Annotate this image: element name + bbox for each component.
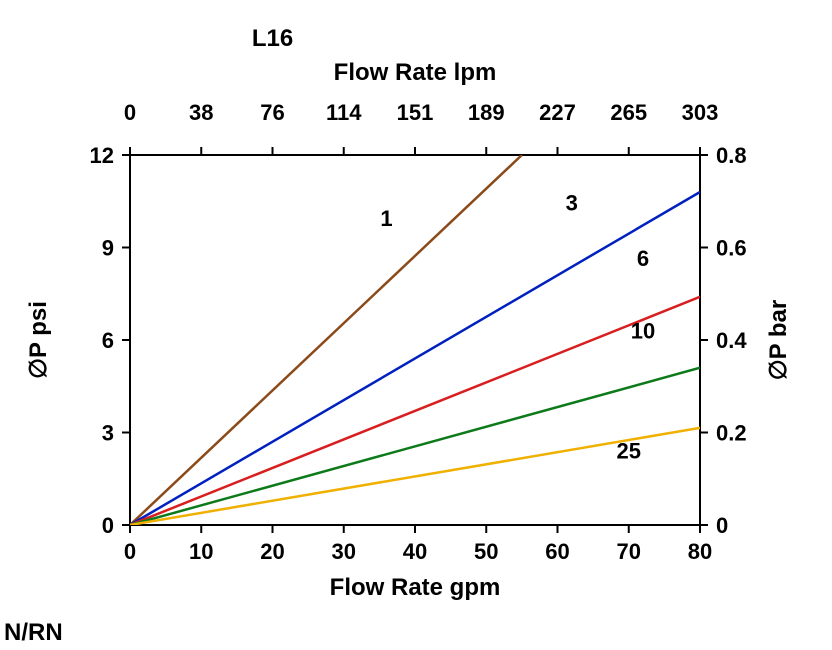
x-bottom-tick-label: 20: [260, 539, 284, 564]
series-label: 10: [631, 318, 655, 343]
x-bottom-label: Flow Rate gpm: [330, 574, 501, 601]
x-top-label: Flow Rate lpm: [334, 59, 497, 86]
x-top-tick-label: 227: [539, 100, 576, 125]
x-bottom-tick-label: 0: [124, 539, 136, 564]
chart-title: L16: [252, 25, 293, 52]
chart-container: L16Flow Rate lpm038761141511892272653030…: [0, 0, 832, 650]
x-bottom-tick-label: 30: [332, 539, 356, 564]
x-top-tick-label: 189: [468, 100, 505, 125]
y-left-tick-label: 9: [102, 236, 114, 261]
x-top-tick-label: 265: [610, 100, 647, 125]
x-bottom-tick-label: 70: [617, 539, 641, 564]
y-left-tick-label: 3: [102, 421, 114, 446]
series-label: 6: [637, 246, 649, 271]
y-right-tick-label: 0.2: [716, 421, 747, 446]
x-top-tick-label: 0: [124, 100, 136, 125]
y-right-tick-label: 0.8: [716, 143, 747, 168]
y-right-tick-label: 0: [716, 513, 728, 538]
x-bottom-tick-label: 80: [688, 539, 712, 564]
y-right-tick-label: 0.6: [716, 236, 747, 261]
footer-text: N/RN: [4, 619, 63, 646]
series-label: 25: [617, 439, 641, 464]
x-bottom-tick-label: 50: [474, 539, 498, 564]
series-label: 3: [566, 191, 578, 216]
y-right-label: ∅P bar: [765, 300, 792, 381]
x-top-tick-label: 303: [682, 100, 719, 125]
pressure-drop-chart: L16Flow Rate lpm038761141511892272653030…: [0, 0, 832, 650]
x-bottom-tick-label: 10: [189, 539, 213, 564]
x-bottom-tick-label: 40: [403, 539, 427, 564]
y-right-tick-label: 0.4: [716, 328, 747, 353]
y-left-tick-label: 6: [102, 328, 114, 353]
x-top-tick-label: 76: [260, 100, 284, 125]
x-top-tick-label: 151: [397, 100, 434, 125]
y-left-tick-label: 12: [90, 143, 114, 168]
series-label: 1: [380, 206, 392, 231]
x-top-tick-label: 38: [189, 100, 213, 125]
x-top-tick-label: 114: [326, 100, 362, 125]
y-left-tick-label: 0: [102, 513, 114, 538]
x-bottom-tick-label: 60: [545, 539, 569, 564]
y-left-label: ∅P psi: [25, 301, 52, 379]
